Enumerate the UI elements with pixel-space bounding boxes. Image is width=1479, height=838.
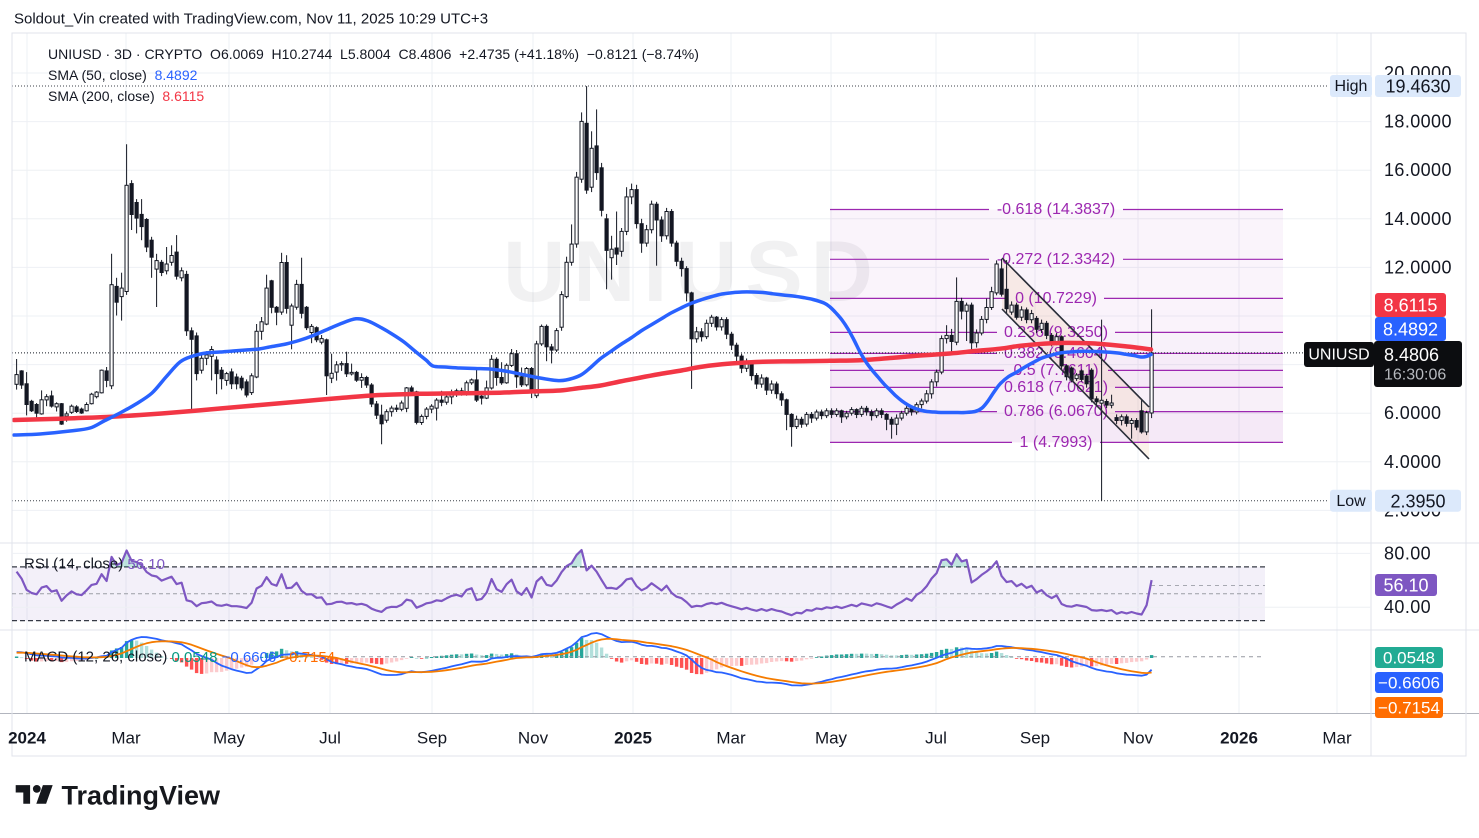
- svg-text:−0.7154: −0.7154: [1378, 699, 1440, 718]
- svg-text:16.0000: 16.0000: [1384, 160, 1452, 180]
- svg-text:8.6115: 8.6115: [1384, 296, 1438, 316]
- svg-text:56.10: 56.10: [1383, 576, 1428, 596]
- svg-text:May: May: [815, 729, 848, 748]
- svg-text:−0.6606: −0.6606: [1378, 674, 1440, 693]
- svg-text:UNIUSD: UNIUSD: [1308, 347, 1369, 364]
- svg-text:SMA (200, close) 8.6115: SMA (200, close) 8.6115: [48, 88, 204, 104]
- svg-text:Sep: Sep: [417, 729, 447, 748]
- svg-text:SMA (50, close) 8.4892: SMA (50, close) 8.4892: [48, 67, 198, 83]
- svg-text:0 (10.7229): 0 (10.7229): [1015, 290, 1097, 307]
- svg-text:Mar: Mar: [1322, 729, 1352, 748]
- svg-text:Jul: Jul: [925, 729, 947, 748]
- svg-text:UNIUSD · 3D · CRYPTO O6.0069: UNIUSD · 3D · CRYPTO O6.0069 H10.2744 L5…: [48, 46, 699, 62]
- svg-text:-0.618 (14.3837): -0.618 (14.3837): [997, 201, 1115, 218]
- svg-text:Mar: Mar: [716, 729, 746, 748]
- svg-text:18.0000: 18.0000: [1384, 112, 1452, 132]
- svg-text:2026: 2026: [1220, 729, 1258, 748]
- svg-text:0.786 (6.0670): 0.786 (6.0670): [1004, 403, 1108, 420]
- svg-text:16:30:06: 16:30:06: [1384, 367, 1446, 384]
- svg-text:8.4806: 8.4806: [1384, 345, 1439, 365]
- svg-text:0.0548: 0.0548: [1383, 649, 1435, 668]
- svg-text:80.00: 80.00: [1384, 543, 1431, 563]
- svg-text:2024: 2024: [8, 729, 46, 748]
- svg-text:19.4630: 19.4630: [1385, 77, 1450, 97]
- svg-text:Nov: Nov: [1123, 729, 1154, 748]
- svg-text:12.0000: 12.0000: [1384, 257, 1452, 277]
- svg-text:1 (4.7993): 1 (4.7993): [1020, 434, 1093, 451]
- svg-text:May: May: [213, 729, 246, 748]
- svg-text:RSI (14, close) 56.10: RSI (14, close) 56.10: [24, 556, 165, 573]
- svg-text:2025: 2025: [614, 729, 652, 748]
- svg-text:14.0000: 14.0000: [1384, 209, 1452, 229]
- svg-text:40.00: 40.00: [1384, 597, 1431, 617]
- svg-text:Nov: Nov: [518, 729, 549, 748]
- svg-text:TradingView: TradingView: [62, 781, 222, 811]
- svg-text:6.0000: 6.0000: [1384, 403, 1441, 423]
- svg-text:2.3950: 2.3950: [1390, 491, 1445, 511]
- svg-text:Sep: Sep: [1020, 729, 1050, 748]
- svg-text:8.4892: 8.4892: [1383, 320, 1438, 340]
- svg-text:Low: Low: [1336, 493, 1366, 510]
- svg-text:MACD (12, 26, close) 0.0548 −0: MACD (12, 26, close) 0.0548 −0.6606 −0.7…: [24, 649, 335, 666]
- svg-text:Mar: Mar: [111, 729, 141, 748]
- svg-text:High: High: [1335, 78, 1368, 95]
- svg-text:-0.272 (12.3342): -0.272 (12.3342): [997, 251, 1115, 268]
- svg-text:Soldout_Vin created with Tradi: Soldout_Vin created with TradingView.com…: [14, 11, 488, 28]
- svg-text:4.0000: 4.0000: [1384, 452, 1441, 472]
- svg-text:Jul: Jul: [319, 729, 341, 748]
